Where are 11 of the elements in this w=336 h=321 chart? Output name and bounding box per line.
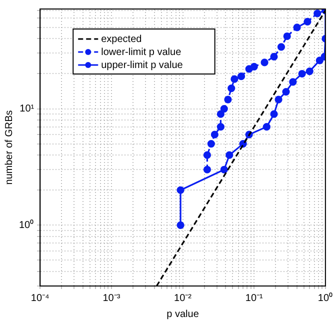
- y-tick-label: 10¹: [20, 104, 35, 115]
- x-tick-label: 10⁰: [318, 292, 333, 304]
- x-tick-label: 10⁻⁴: [30, 292, 50, 304]
- x-axis-title: p value: [166, 308, 200, 320]
- x-tick-label: 10⁻¹: [245, 292, 264, 304]
- y-axis-title: number of GRBs: [4, 110, 15, 185]
- x-tick-label: 10⁻²: [174, 292, 192, 304]
- legend-label: lower-limit p value: [101, 46, 182, 58]
- x-tick-label: 10⁻³: [102, 292, 121, 304]
- legend-label: expected: [101, 34, 142, 45]
- legend-label: upper-limit p value: [101, 60, 184, 71]
